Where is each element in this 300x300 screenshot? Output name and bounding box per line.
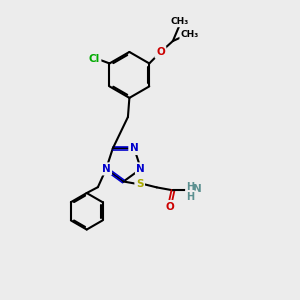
Text: N: N: [193, 184, 202, 194]
Text: O: O: [165, 202, 174, 212]
Text: N: N: [102, 164, 110, 174]
Text: Cl: Cl: [88, 54, 100, 64]
Text: H: H: [187, 192, 195, 202]
Text: N: N: [130, 143, 139, 154]
Text: S: S: [136, 179, 143, 189]
Text: N: N: [136, 164, 145, 174]
Text: CH₃: CH₃: [181, 30, 199, 39]
Text: CH₃: CH₃: [170, 17, 188, 26]
Text: O: O: [156, 47, 165, 57]
Text: H: H: [187, 182, 195, 192]
